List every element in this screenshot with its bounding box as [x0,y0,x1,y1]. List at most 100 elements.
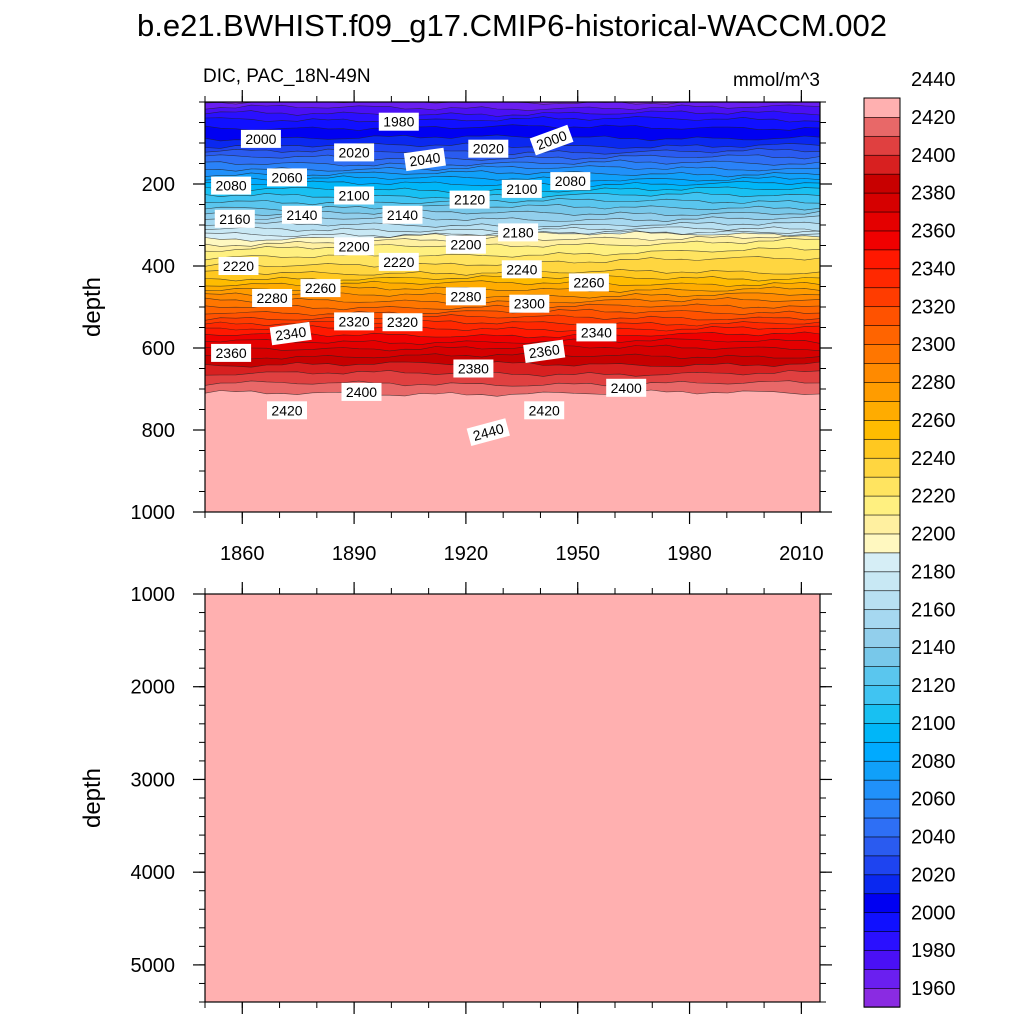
contour-label: 2320 [382,313,423,332]
colorbar-label: 2280 [911,372,956,394]
colorbar-box [863,362,901,383]
contour-label: 2200 [445,235,486,254]
colorbar-box [863,400,901,421]
contour-label: 2380 [453,359,494,378]
contour-label-box [334,186,375,205]
contour-label: 2220 [218,257,259,275]
contour-label-box [382,313,423,332]
colorbar-box [863,798,901,819]
contour-label: 2260 [568,273,609,292]
colorbar-label: 2260 [911,410,956,432]
contour-label-text: 2360 [528,341,561,361]
contour-line-2300 [204,308,821,316]
y-tick-label: 1000 [131,584,176,606]
colorbar-box [863,287,901,308]
colorbar-box [863,590,901,611]
contour-label-text: 2240 [506,261,537,277]
colorbar-box [863,741,901,762]
contour-line-2350 [204,338,821,346]
contour-label: 2020 [468,139,509,158]
contour-label-box [606,378,647,397]
contour-label-box [269,321,312,346]
contour-label: 2160 [214,209,255,228]
contour-line-2370 [204,352,821,360]
colorbar-label: 2220 [911,486,956,508]
contour-label: 2240 [501,260,542,279]
colorbar-box [863,135,901,156]
contour-label-text: 2400 [346,384,377,400]
contour-line-2380 [204,361,821,368]
x-tick-label: 2010 [779,543,824,565]
contour-label: 2060 [267,168,307,187]
contour-label: 2440 [466,418,510,446]
contour-label: 2280 [445,287,486,306]
contour-label-box [529,124,574,156]
contour-label: 1980 [378,112,419,131]
contour-label: 2280 [252,289,293,307]
y-tick-label: 2000 [131,677,176,699]
contour-label-box [449,190,490,209]
contour-label-text: 2180 [503,224,534,240]
colorbar: 1960 1980 2000 2020 2040 2060 2080 2100 2120 2140… [863,69,956,1008]
contour-label-text: 2100 [506,181,537,197]
colorbar-box [863,627,901,648]
colorbar-label: 2420 [911,107,956,129]
contour-line-1990 [204,124,821,131]
contour-label: 2200 [334,237,375,256]
colorbar-box [863,760,901,781]
contour-label-text: 2000 [245,131,276,147]
contour-label-box [509,294,550,313]
contour-label: 2360 [211,343,252,362]
contour-label-box [240,129,281,148]
colorbar-box [863,173,901,194]
contour-label-text: 2320 [339,313,370,329]
contour-label: 2220 [378,252,419,271]
contour-label-text: 2140 [387,207,418,223]
colorbar-box [863,97,901,118]
contour-label: 2080 [211,176,252,195]
contour-label: 2100 [501,179,542,198]
contour-label-box [523,339,566,363]
contour-label-box [382,205,423,224]
contour-label-text: 2080 [216,178,247,194]
colorbar-box [863,476,901,497]
colorbar-box [863,495,901,516]
colorbar-box [863,703,901,724]
contour-label-text: 2220 [383,254,414,270]
contour-label: 2260 [300,279,341,298]
contour-line-1960 [204,104,821,111]
contour-label-text: 2200 [450,237,481,253]
contour-line-2360 [204,344,821,352]
contour-label-text: 2260 [305,280,336,296]
colorbar-box [863,609,901,629]
contour-label-box [498,223,539,242]
colorbar-label: 2200 [911,524,956,546]
contour-label: 2040 [403,147,446,172]
colorbar-box [863,514,901,535]
contour-label-box [466,418,510,446]
colorbar-label: 2380 [911,183,956,205]
colorbar-box [863,154,901,175]
colorbar-frame [863,97,901,1008]
contour-label-box [334,312,375,331]
colorbar-box [863,116,901,137]
contour-line-2070 [204,175,821,182]
contour-line-2050 [204,165,821,172]
contour-label-box [550,172,591,191]
contour-label-box [281,205,322,224]
y-axis-label: depth [79,768,106,828]
contour-line-2210 [204,247,821,261]
colorbar-label: 2180 [911,561,956,583]
colorbar-box [863,893,901,914]
colorbar-box [863,381,901,402]
y-tick-label: 800 [142,420,175,442]
colorbar-label: 2100 [911,713,956,735]
contour-line-2040 [204,159,821,167]
units-string: mmol/m^3 [733,70,820,91]
colorbar-box [863,930,901,951]
contour-line-1970 [204,110,821,117]
contour-label-text: 2200 [339,238,370,254]
contour-label-text: 2440 [471,420,505,444]
colorbar-box [863,571,901,592]
contour-label-text: 2280 [257,290,288,306]
